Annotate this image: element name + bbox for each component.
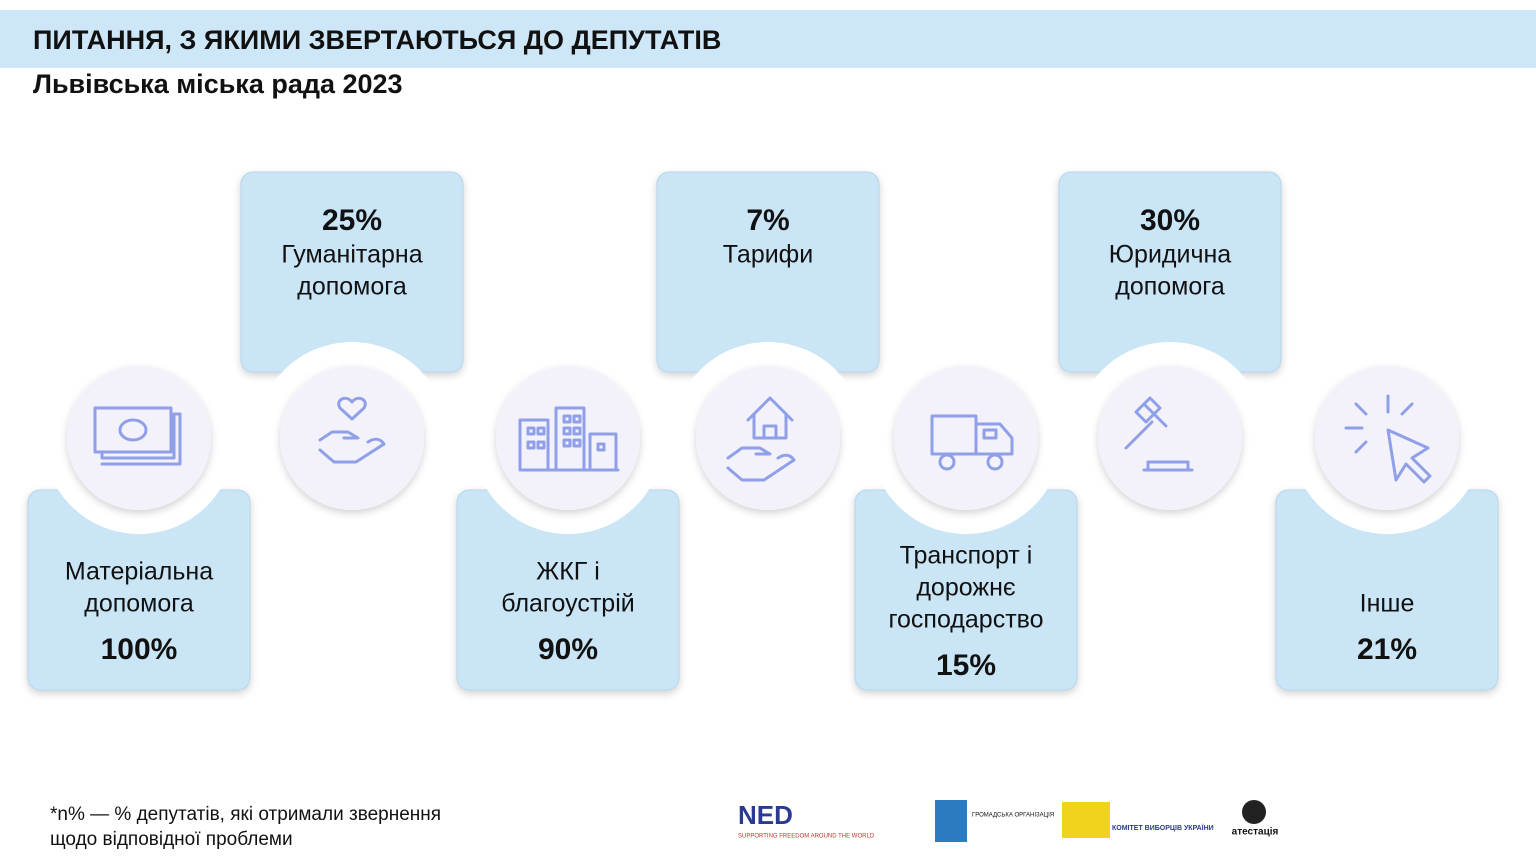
item: Матеріальна допомога 100% <box>27 342 251 691</box>
item-label: Юридична <box>1109 241 1232 269</box>
item-label: допомога <box>1115 273 1225 301</box>
icon-circle <box>496 366 640 510</box>
item-label: благоустрій <box>501 590 634 618</box>
icon <box>1344 394 1432 484</box>
item-label: Тарифи <box>723 241 813 269</box>
item-label: Гуманітарна <box>281 241 422 269</box>
logo-text: атестація <box>1232 827 1279 838</box>
item-value: 90% <box>538 633 598 666</box>
icon <box>518 406 620 472</box>
icon <box>93 406 182 466</box>
footnote-line: щодо відповідної проблеми <box>50 829 293 850</box>
logo-go: ГРОМАДСЬКА ОРГАНІЗАЦІЯ <box>935 800 1054 842</box>
logo-mark <box>1242 800 1266 824</box>
logo-mark <box>935 800 967 842</box>
icon <box>1124 396 1194 472</box>
item-label: Інше <box>1360 590 1415 618</box>
item-value: 30% <box>1140 204 1200 237</box>
logo-text: SUPPORTING FREEDOM AROUND THE WORLD <box>738 834 875 840</box>
item-value: 100% <box>101 633 178 666</box>
item-value: 21% <box>1357 633 1417 666</box>
logo-cvu: КОМІТЕТ ВИБОРЦІВ УКРАЇНИ <box>1062 802 1214 838</box>
logo-atest: атестація <box>1232 800 1279 838</box>
item-label: допомога <box>297 273 407 301</box>
header-band <box>0 10 1536 68</box>
footnote-line: *n% — % депутатів, які отримали зверненн… <box>50 804 441 825</box>
item: 30% Юридична допомога <box>1058 171 1282 534</box>
icon <box>930 414 1014 471</box>
logo-text: КОМІТЕТ ВИБОРЦІВ УКРАЇНИ <box>1112 824 1214 832</box>
item: ЖКГ і благоустрій 90% <box>456 342 680 691</box>
item-value: 25% <box>322 204 382 237</box>
item-label: Транспорт і <box>900 542 1033 570</box>
icon <box>318 396 386 464</box>
item: Інше 21% <box>1275 342 1499 691</box>
item-value: 15% <box>936 649 996 682</box>
item-label: ЖКГ і <box>536 558 600 586</box>
subtitle: Львівська міська рада 2023 <box>33 69 403 99</box>
icon-circle <box>1098 366 1242 510</box>
icon-circle <box>1315 366 1459 510</box>
logo-mark <box>1062 802 1110 838</box>
item-value: 7% <box>746 204 789 237</box>
item-label: Матеріальна <box>65 558 213 586</box>
logo-text: ГРОМАДСЬКА ОРГАНІЗАЦІЯ <box>972 813 1054 819</box>
logo-ned: NED SUPPORTING FREEDOM AROUND THE WORLD <box>738 800 875 840</box>
item: Транспорт і дорожнє господарство 15% <box>854 342 1078 691</box>
title: ПИТАННЯ, З ЯКИМИ ЗВЕРТАЮТЬСЯ ДО ДЕПУТАТІ… <box>33 25 721 55</box>
item-label: господарство <box>888 606 1043 634</box>
item-label: допомога <box>84 590 194 618</box>
item-label: дорожнє <box>916 574 1016 602</box>
items: Матеріальна допомога 100% 25% Гуманітарна доп… <box>27 171 1499 691</box>
item: 25% Гуманітарна допомога <box>240 171 464 534</box>
icon-circle <box>894 366 1038 510</box>
item: 7% Тарифи <box>656 171 880 534</box>
logo-text: NED <box>738 800 793 830</box>
icon <box>726 396 796 482</box>
